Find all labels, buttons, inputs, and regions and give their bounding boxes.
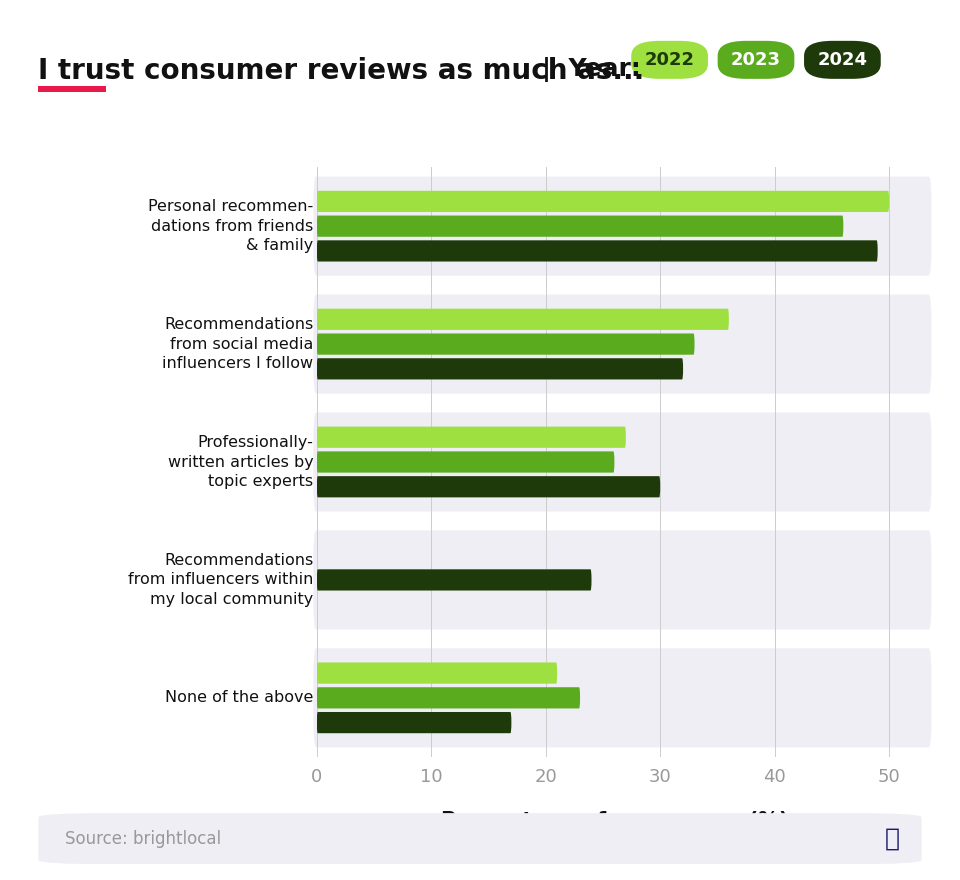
FancyBboxPatch shape	[317, 240, 877, 261]
FancyBboxPatch shape	[317, 358, 684, 379]
FancyBboxPatch shape	[313, 295, 931, 393]
FancyBboxPatch shape	[317, 569, 591, 590]
FancyBboxPatch shape	[313, 177, 931, 275]
FancyBboxPatch shape	[313, 649, 931, 747]
FancyBboxPatch shape	[718, 40, 794, 79]
FancyBboxPatch shape	[317, 334, 694, 355]
Text: Source: brightlocal: Source: brightlocal	[65, 830, 221, 847]
FancyBboxPatch shape	[317, 216, 843, 237]
X-axis label: Percentage of consumers (%): Percentage of consumers (%)	[441, 810, 788, 831]
FancyBboxPatch shape	[317, 427, 626, 448]
FancyBboxPatch shape	[313, 413, 931, 511]
FancyBboxPatch shape	[317, 476, 660, 497]
Text: Recommendations
from influencers within
my local community: Recommendations from influencers within …	[128, 553, 313, 607]
Text: |  Year:: | Year:	[542, 57, 641, 82]
Text: Personal recommen-
dations from friends
& family: Personal recommen- dations from friends …	[148, 199, 313, 253]
FancyBboxPatch shape	[632, 40, 708, 79]
Text: None of the above: None of the above	[165, 690, 313, 706]
FancyBboxPatch shape	[313, 531, 931, 629]
Text: ⧈: ⧈	[884, 826, 900, 851]
FancyBboxPatch shape	[317, 687, 580, 708]
FancyBboxPatch shape	[317, 191, 889, 212]
FancyBboxPatch shape	[804, 40, 880, 79]
Text: 2022: 2022	[644, 51, 695, 69]
FancyBboxPatch shape	[317, 309, 729, 330]
Text: I trust consumer reviews as much as...: I trust consumer reviews as much as...	[38, 57, 645, 85]
Text: 2024: 2024	[817, 51, 868, 69]
FancyBboxPatch shape	[317, 712, 512, 733]
Text: 2023: 2023	[731, 51, 781, 69]
Text: Professionally-
written articles by
topic experts: Professionally- written articles by topi…	[168, 435, 313, 489]
FancyBboxPatch shape	[38, 813, 922, 864]
FancyBboxPatch shape	[317, 451, 614, 473]
FancyBboxPatch shape	[317, 663, 557, 684]
Text: Recommendations
from social media
influencers I follow: Recommendations from social media influe…	[162, 317, 313, 371]
